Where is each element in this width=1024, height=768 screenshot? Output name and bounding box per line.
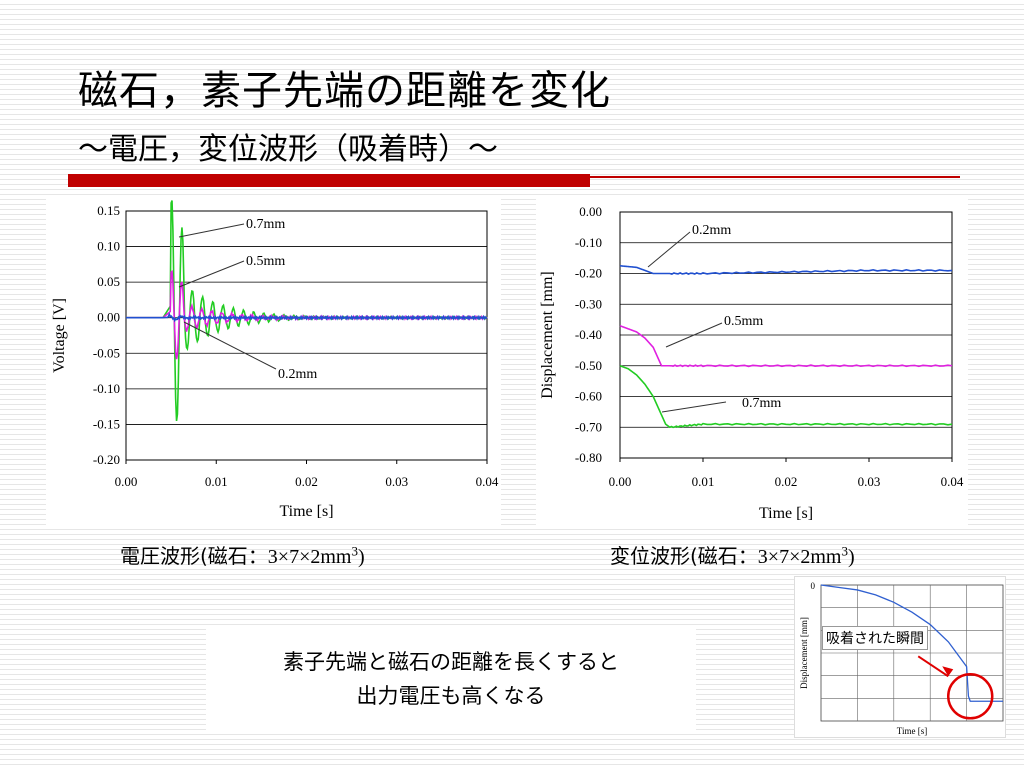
displacement-caption-sup: 3 — [841, 543, 848, 559]
x-tick-label: 0.00 — [115, 474, 138, 489]
x-tick-label: 0.04 — [941, 474, 964, 489]
series-line — [820, 584, 1003, 702]
label-leader-line — [661, 401, 727, 413]
highlight-circle — [946, 673, 994, 720]
displacement-caption: 変位波形(磁石：3×7×2mm3) — [610, 540, 855, 569]
y-tick-label: -0.60 — [575, 389, 602, 404]
series-label: 0.2mm — [692, 223, 731, 238]
inset-annotation: 吸着された瞬間 — [822, 626, 928, 650]
series-label: 0.7mm — [246, 217, 285, 232]
y-tick-label: -0.50 — [575, 358, 602, 373]
displacement-caption-dims: ：3×7×2mm — [737, 546, 842, 568]
title-accent-bar — [68, 174, 590, 187]
voltage-caption-dims: ：3×7×2mm — [247, 546, 352, 568]
slide-subtitle: ～電圧，変位波形（吸着時）～ — [78, 132, 498, 167]
conclusion-line-2: 出力電圧も高くなる — [356, 684, 546, 708]
highlight-arrow — [917, 655, 949, 678]
voltage-caption-prefix: 電圧波形(磁石 — [120, 544, 248, 568]
y-tick-label: -0.15 — [93, 416, 120, 431]
y-tick-label: -0.80 — [575, 450, 602, 465]
voltage-caption-sup: 3 — [351, 543, 358, 559]
y-tick-label: 0.10 — [97, 239, 120, 254]
y-axis-label: Displacement [mm] — [539, 271, 556, 399]
x-tick-label: 0.02 — [775, 474, 798, 489]
y-tick-label: -0.30 — [575, 296, 602, 311]
title-accent-line — [590, 176, 960, 178]
displacement-caption-prefix: 変位波形(磁石 — [610, 544, 738, 568]
label-leader-line — [178, 223, 245, 238]
voltage-caption-suffix: ) — [357, 546, 365, 568]
y-tick-label: 0.15 — [97, 203, 120, 218]
displacement-chart: 0.00 -0.10 -0.20 -0.30 -0.40 -0.50 -0.60 -0.70 -… — [539, 204, 964, 522]
x-axis-label: Time [s] — [897, 726, 927, 736]
slide-title: 磁石，素子先端の距離を変化 — [78, 68, 611, 114]
label-leader-line — [647, 231, 691, 268]
displacement-caption-suffix: ) — [847, 546, 855, 568]
y-tick-label: -0.70 — [575, 419, 602, 434]
arrow-head-icon — [942, 666, 954, 677]
voltage-caption: 電圧波形(磁石：3×7×2mm3) — [120, 540, 365, 569]
x-tick-label: 0.03 — [385, 474, 408, 489]
conclusion-note: 素子先端と磁石の距離を長くすると 出力電圧も高くなる — [206, 627, 696, 731]
inset-chart: 0 Time [s] Displacement [mm] — [799, 581, 1004, 736]
label-leader-line — [178, 260, 245, 288]
label-leader-line — [665, 322, 723, 348]
series-line-0.2mm — [126, 312, 488, 323]
x-axis-label: Time [s] — [279, 503, 333, 520]
x-tick-label: 0.04 — [476, 474, 499, 489]
x-axis-label: Time [s] — [759, 505, 813, 522]
y-tick-label: -0.05 — [93, 345, 120, 360]
x-tick-label: 0.01 — [205, 474, 228, 489]
x-tick-label: 0.01 — [692, 474, 715, 489]
y-tick-label: -0.10 — [93, 381, 120, 396]
voltage-chart-panel: 0.15 0.10 0.05 0.00 -0.05 -0.10 -0.15 -0.20 0.00… — [46, 197, 501, 527]
y-tick-label: 0.00 — [579, 204, 602, 219]
series-label: 0.5mm — [246, 254, 285, 269]
series-line-0.5mm — [619, 325, 953, 368]
y-tick-label: -0.40 — [575, 327, 602, 342]
y-axis-label: Displacement [mm] — [799, 617, 809, 689]
conclusion-line-1: 素子先端と磁石の距離を長くすると — [283, 650, 619, 674]
series-label: 0.2mm — [278, 367, 317, 382]
x-tick-label: 0.00 — [609, 474, 632, 489]
label-leader-line — [183, 321, 277, 370]
voltage-chart: 0.15 0.10 0.05 0.00 -0.05 -0.10 -0.15 -0.20 0.00… — [51, 200, 499, 520]
displacement-chart-panel: 0.00 -0.10 -0.20 -0.30 -0.40 -0.50 -0.60 -0.70 -… — [536, 197, 968, 527]
y-tick-label: 0.00 — [97, 310, 120, 325]
y-tick-label: -0.20 — [575, 266, 602, 281]
x-tick-label: 0.02 — [295, 474, 318, 489]
series-label: 0.5mm — [724, 314, 763, 329]
inset-chart-panel: 0 Time [s] Displacement [mm] — [794, 576, 1006, 738]
series-label: 0.7mm — [742, 396, 781, 411]
x-tick-label: 0.03 — [858, 474, 881, 489]
series-line-0.2mm — [619, 265, 953, 275]
y-tick-label: -0.20 — [93, 452, 120, 467]
y-axis-label: Voltage [V] — [51, 298, 68, 373]
series-line-0.7mm — [619, 364, 953, 429]
y-tick-label: 0.05 — [97, 274, 120, 289]
y-tick-label: 0 — [811, 581, 816, 591]
y-tick-label: -0.10 — [575, 235, 602, 250]
